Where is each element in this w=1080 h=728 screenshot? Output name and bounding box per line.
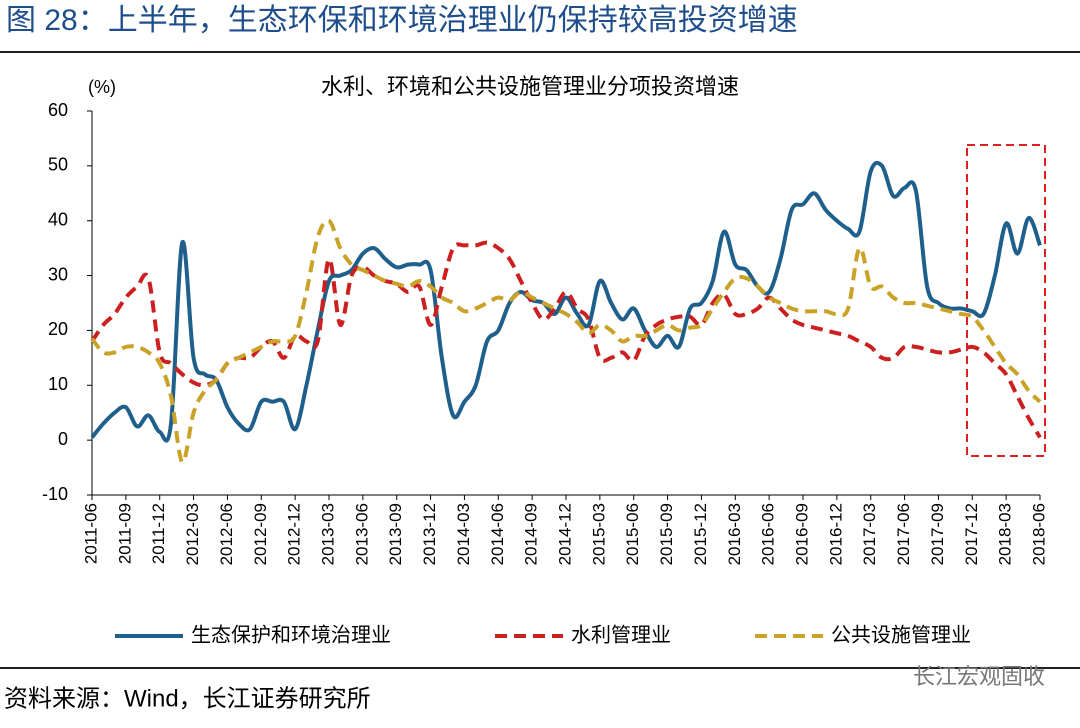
highlight-box [966, 144, 1046, 457]
x-tick-label: 2013-03 [318, 503, 337, 565]
x-tick-label: 2014-09 [522, 503, 541, 565]
series-line [90, 218, 1042, 465]
x-tick-label: 2013-12 [420, 503, 439, 565]
x-tick-label: 2017-03 [860, 503, 879, 565]
x-tick-label: 2011-09 [115, 503, 134, 564]
y-tick-label: 30 [48, 264, 68, 284]
x-tick-label: 2015-09 [657, 503, 676, 565]
x-tick-label: 2016-12 [826, 503, 845, 565]
x-tick-label: 2014-12 [555, 503, 574, 565]
x-tick-label: 2012-03 [183, 503, 202, 565]
legend-label: 水利管理业 [571, 623, 671, 646]
x-tick-label: 2013-09 [386, 503, 405, 565]
x-tick-label: 2018-03 [996, 503, 1015, 565]
x-tick-label: 2017-09 [928, 503, 947, 565]
chart-title: 水利、环境和公共设施管理业分项投资增速 [321, 74, 739, 99]
y-tick-label: -10 [42, 484, 68, 504]
x-tick-label: 2016-09 [792, 503, 811, 565]
x-tick-label: 2011-06 [81, 503, 100, 564]
x-tick-label: 2015-12 [691, 503, 710, 565]
x-tick-label: 2017-06 [894, 503, 913, 565]
y-tick-label: 40 [48, 209, 68, 229]
x-tick-label: 2016-06 [759, 503, 778, 565]
x-tick-label: 2015-06 [623, 503, 642, 565]
x-tick-label: 2014-06 [488, 503, 507, 565]
x-tick-label: 2018-06 [1029, 503, 1048, 565]
y-tick-label: 10 [48, 374, 68, 394]
figure-title: 图 28：上半年，生态环保和环境治理业仍保持较高投资增速 [6, 4, 798, 37]
x-tick-label: 2016-03 [725, 503, 744, 565]
watermark: 长江宏观固收 [913, 664, 1045, 689]
y-tick-label: 50 [48, 155, 68, 175]
y-tick-label: 20 [48, 319, 68, 339]
y-axis-label: (%) [88, 77, 116, 97]
x-tick-label: 2013-06 [352, 503, 371, 565]
x-tick-label: 2014-03 [454, 503, 473, 565]
series-line [90, 240, 1042, 439]
source-note: 资料来源：Wind，长江证券研究所 [4, 685, 371, 712]
legend-label: 生态保护和环境治理业 [191, 623, 391, 646]
y-tick-label: 0 [58, 429, 68, 449]
x-tick-label: 2012-06 [217, 503, 236, 565]
legend-label: 公共设施管理业 [831, 623, 971, 646]
series-line [90, 160, 1042, 443]
x-tick-label: 2012-12 [285, 503, 304, 565]
y-tick-label: 60 [48, 100, 68, 120]
x-tick-label: 2012-09 [251, 503, 270, 565]
x-tick-label: 2017-12 [962, 503, 981, 565]
x-tick-label: 2011-12 [149, 503, 168, 564]
x-tick-label: 2015-03 [589, 503, 608, 565]
